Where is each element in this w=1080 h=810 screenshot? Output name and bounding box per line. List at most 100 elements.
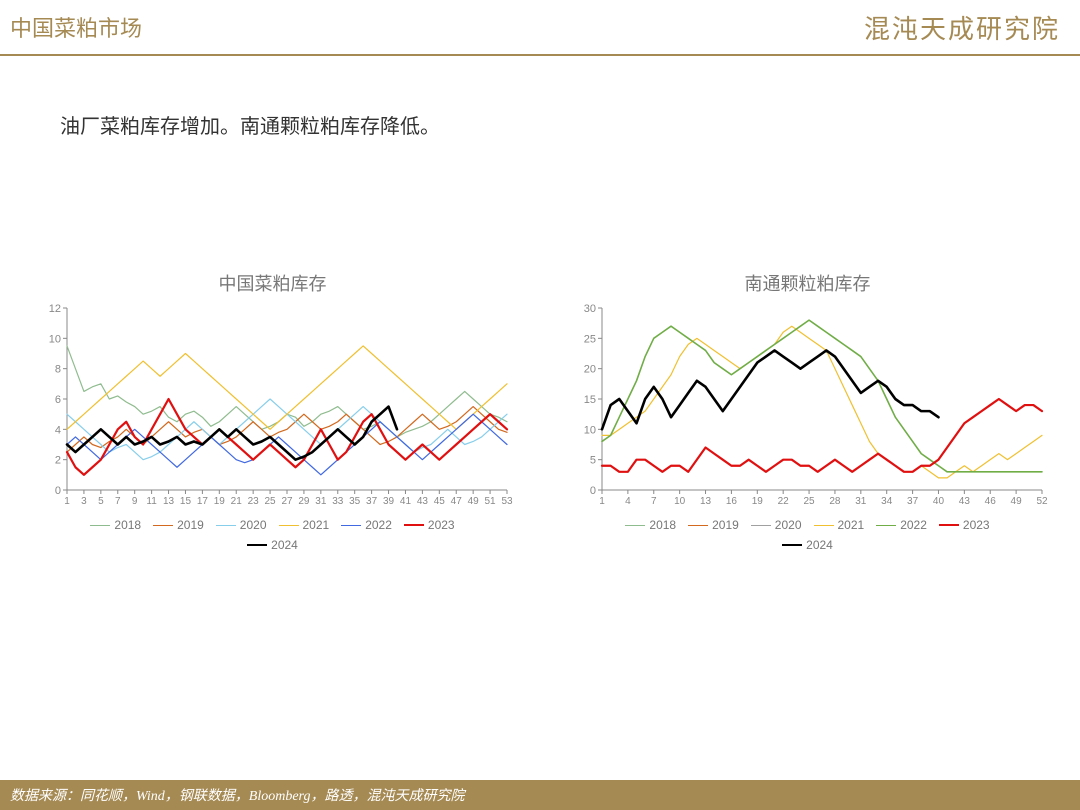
page-title: 中国菜粕市场: [10, 11, 142, 43]
svg-text:23: 23: [247, 496, 259, 507]
svg-text:8: 8: [54, 364, 60, 376]
svg-text:51: 51: [484, 496, 496, 507]
svg-text:21: 21: [230, 496, 242, 507]
legend-label: 2019: [177, 518, 204, 532]
svg-text:16: 16: [725, 496, 737, 507]
legend-item: 2020: [216, 518, 267, 532]
svg-text:20: 20: [583, 364, 595, 376]
svg-text:10: 10: [48, 333, 60, 345]
chart-row: 中国菜粕库存 024681012135791113151719212325272…: [20, 270, 1060, 552]
legend-item: 2018: [625, 518, 676, 532]
legend-label: 2018: [649, 518, 676, 532]
svg-text:1: 1: [64, 496, 70, 507]
svg-text:43: 43: [416, 496, 428, 507]
svg-text:9: 9: [131, 496, 137, 507]
chart-right-legend: 2018 2019 2020 2021 2022 2023 2024: [598, 518, 1018, 552]
legend-swatch: [247, 544, 267, 546]
svg-text:19: 19: [213, 496, 225, 507]
legend-label: 2021: [303, 518, 330, 532]
legend-item: 2021: [814, 518, 865, 532]
legend-swatch: [90, 525, 110, 526]
svg-text:49: 49: [467, 496, 479, 507]
legend-label: 2018: [114, 518, 141, 532]
svg-text:47: 47: [450, 496, 462, 507]
chart-left-legend: 2018 2019 2020 2021 2022 2023 2024: [63, 518, 483, 552]
svg-text:17: 17: [196, 496, 208, 507]
page: 中国菜粕市场 混沌天成研究院 油厂菜粕库存增加。南通颗粒粕库存降低。 中国菜粕库…: [0, 0, 1080, 810]
svg-text:40: 40: [932, 496, 944, 507]
legend-label: 2020: [775, 518, 802, 532]
legend-item: 2018: [90, 518, 141, 532]
svg-text:22: 22: [777, 496, 789, 507]
svg-text:0: 0: [54, 485, 60, 497]
legend-label: 2023: [428, 518, 455, 532]
svg-text:5: 5: [589, 455, 595, 467]
svg-text:15: 15: [583, 394, 595, 406]
chart-left-col: 中国菜粕库存 024681012135791113151719212325272…: [20, 270, 525, 552]
legend-item: 2022: [876, 518, 927, 532]
svg-text:52: 52: [1036, 496, 1048, 507]
legend-swatch: [216, 525, 236, 526]
header-bar: 中国菜粕市场 混沌天成研究院: [0, 0, 1080, 56]
svg-text:0: 0: [589, 485, 595, 497]
legend-swatch: [751, 525, 771, 526]
chart-right-col: 南通颗粒粕库存 05101520253014710131619222528313…: [555, 270, 1060, 552]
legend-label: 2024: [806, 538, 833, 552]
svg-text:28: 28: [829, 496, 841, 507]
svg-text:15: 15: [179, 496, 191, 507]
legend-swatch: [814, 525, 834, 526]
svg-text:5: 5: [98, 496, 104, 507]
svg-text:53: 53: [501, 496, 513, 507]
svg-text:6: 6: [54, 394, 60, 406]
svg-text:37: 37: [907, 496, 919, 507]
legend-label: 2022: [900, 518, 927, 532]
svg-text:25: 25: [583, 333, 595, 345]
svg-text:45: 45: [433, 496, 445, 507]
svg-text:2: 2: [54, 455, 60, 467]
legend-swatch: [341, 525, 361, 526]
legend-item: 2024: [247, 538, 298, 552]
legend-item: 2024: [782, 538, 833, 552]
legend-swatch: [404, 524, 424, 526]
svg-text:27: 27: [281, 496, 293, 507]
legend-swatch: [153, 525, 173, 526]
legend-label: 2024: [271, 538, 298, 552]
svg-text:30: 30: [583, 303, 595, 315]
legend-item: 2021: [279, 518, 330, 532]
legend-swatch: [688, 525, 708, 526]
svg-text:13: 13: [162, 496, 174, 507]
svg-text:10: 10: [674, 496, 686, 507]
svg-text:10: 10: [583, 424, 595, 436]
svg-text:25: 25: [803, 496, 815, 507]
svg-text:34: 34: [881, 496, 893, 507]
legend-item: 2019: [153, 518, 204, 532]
svg-text:31: 31: [855, 496, 867, 507]
svg-text:25: 25: [264, 496, 276, 507]
legend-label: 2019: [712, 518, 739, 532]
legend-swatch: [625, 525, 645, 526]
chart-right-title: 南通颗粒粕库存: [745, 270, 871, 296]
svg-text:1: 1: [599, 496, 605, 507]
chart-left-plot: 0246810121357911131517192123252729313335…: [33, 302, 513, 512]
legend-label: 2021: [838, 518, 865, 532]
svg-text:33: 33: [332, 496, 344, 507]
legend-swatch: [782, 544, 802, 546]
svg-text:46: 46: [984, 496, 996, 507]
chart-right-plot: 0510152025301471013161922252831343740434…: [568, 302, 1048, 512]
svg-text:41: 41: [399, 496, 411, 507]
svg-text:13: 13: [699, 496, 711, 507]
svg-text:12: 12: [48, 303, 60, 315]
svg-text:35: 35: [349, 496, 361, 507]
legend-label: 2020: [240, 518, 267, 532]
svg-text:37: 37: [366, 496, 378, 507]
svg-text:7: 7: [650, 496, 656, 507]
legend-swatch: [876, 525, 896, 526]
chart-left-title: 中国菜粕库存: [219, 270, 327, 296]
svg-text:29: 29: [298, 496, 310, 507]
legend-label: 2023: [963, 518, 990, 532]
svg-text:4: 4: [54, 424, 60, 436]
legend-swatch: [939, 524, 959, 526]
svg-text:3: 3: [81, 496, 87, 507]
legend-label: 2022: [365, 518, 392, 532]
svg-text:11: 11: [146, 496, 157, 507]
